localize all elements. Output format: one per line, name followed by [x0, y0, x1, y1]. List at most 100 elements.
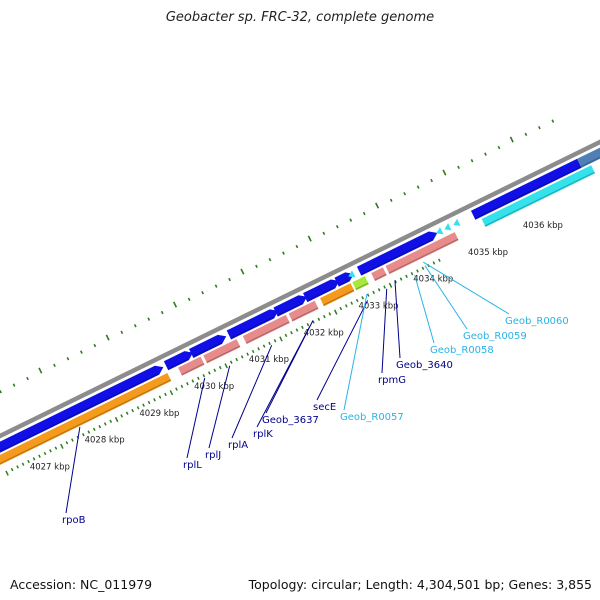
gene-label: Geob_3637 [262, 415, 319, 426]
outer-tick [457, 165, 460, 170]
outer-tick [38, 367, 43, 374]
inner-tick [295, 328, 299, 332]
outer-tick [228, 277, 231, 282]
kbp-label: 4035 kbp [468, 248, 508, 258]
gene-label: rplK [253, 429, 273, 440]
outer-tick [295, 244, 299, 249]
label-leader [422, 261, 510, 315]
gene-label: rplJ [205, 450, 221, 461]
outer-tick [509, 136, 514, 143]
trna-arrow-3 [444, 223, 452, 231]
rplL-gene [178, 356, 205, 376]
rpmG-gene-shade [374, 273, 387, 281]
inner-tick [350, 301, 354, 305]
outer-tick [470, 159, 474, 163]
inner-tick [416, 269, 419, 273]
inner-tick [372, 290, 375, 295]
outer-tick [172, 301, 178, 308]
inner-tick [103, 422, 107, 426]
inner-tick [92, 427, 96, 432]
rpoB-gene-shade [0, 379, 172, 465]
rplK-gene [288, 300, 319, 322]
inner-tick [197, 376, 200, 381]
outer-tick [497, 145, 501, 150]
topology-label: Topology: circular; Length: 4,304,501 bp… [248, 577, 592, 592]
inner-tick [153, 398, 156, 402]
inner-tick [224, 363, 228, 369]
inner-tick [131, 408, 134, 413]
inner-tick [333, 309, 338, 315]
rpmG-gene [371, 267, 387, 282]
outer-tick [307, 235, 312, 242]
gene-steel [576, 147, 600, 168]
gene-blue-3 [226, 309, 279, 340]
outer-tick [147, 317, 151, 321]
outer-tick [120, 330, 124, 335]
inner-tick [399, 277, 403, 281]
outer-tick [484, 152, 487, 156]
kbp-label: 4034 kbp [413, 275, 453, 285]
inner-tick [361, 296, 365, 300]
outer-tick [416, 185, 420, 189]
outer-tick [442, 169, 447, 176]
outer-tick [160, 310, 164, 315]
inner-tick [328, 312, 332, 316]
label-leader [343, 293, 368, 411]
outer-tick [105, 334, 110, 341]
gene-blue-8 [470, 158, 586, 220]
inner-tick [339, 306, 343, 311]
inner-tick [186, 382, 189, 386]
gene-blue-6-shade [338, 279, 350, 287]
inner-tick [81, 433, 85, 437]
inner-tick [38, 454, 41, 458]
gene-blue-5-shade [306, 286, 336, 302]
outer-tick [201, 291, 205, 295]
outer-tick [26, 376, 29, 381]
outer-tick [240, 268, 245, 275]
inner-tick [191, 379, 195, 383]
label-leader [414, 274, 435, 344]
inner-tick [27, 459, 30, 464]
genome-backbone [0, 139, 600, 439]
inner-tick [366, 293, 370, 297]
trna-arrow-1 [348, 270, 356, 278]
label-leader [65, 426, 81, 514]
rrna-gene-shade [484, 171, 595, 227]
inner-tick [421, 266, 425, 270]
rplA-gene [242, 314, 290, 345]
inner-tick [377, 288, 381, 292]
gene-blue-8-shade [474, 166, 582, 220]
rplL-gene-shade [181, 363, 205, 376]
inner-tick [251, 349, 255, 354]
inner-tick [202, 373, 206, 378]
gene-blue-7 [356, 231, 438, 276]
inner-tick [158, 395, 162, 399]
gene-label: Geob_R0060 [505, 316, 569, 327]
inner-tick [87, 430, 91, 434]
gene-blue-2-shade [192, 342, 222, 358]
inner-tick [109, 419, 113, 423]
outer-tick [66, 357, 70, 361]
label-leader [424, 265, 468, 330]
inner-tick [136, 406, 140, 410]
outer-tick [362, 211, 366, 216]
inner-tick [284, 333, 288, 338]
kbp-label: 4027 kbp [30, 462, 70, 472]
map-title: Geobacter sp. FRC-32, complete genome [165, 10, 435, 25]
gene-label: rplA [228, 440, 248, 451]
label-leader [394, 280, 401, 359]
outer-tick [524, 132, 528, 137]
kbp-label: 4028 kbp [85, 436, 125, 446]
inner-tick [169, 390, 174, 396]
Geob-3640-gene-shade [388, 238, 459, 274]
outer-tick [282, 251, 285, 255]
outer-tick [430, 178, 433, 183]
inner-tick [344, 304, 348, 308]
inner-tick [32, 457, 36, 461]
gene-label: Geob_R0058 [430, 345, 494, 356]
inner-tick [388, 282, 393, 288]
inner-tick [306, 322, 310, 327]
outer-tick [551, 119, 555, 123]
inner-tick [257, 347, 260, 351]
secE-gene [352, 276, 369, 291]
